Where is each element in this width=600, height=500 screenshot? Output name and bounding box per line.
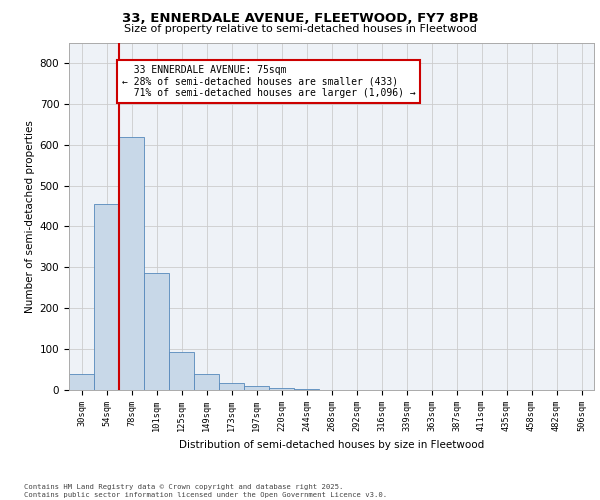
X-axis label: Distribution of semi-detached houses by size in Fleetwood: Distribution of semi-detached houses by … xyxy=(179,440,484,450)
Bar xyxy=(194,374,219,390)
Bar xyxy=(244,386,269,390)
Text: 33, ENNERDALE AVENUE, FLEETWOOD, FY7 8PB: 33, ENNERDALE AVENUE, FLEETWOOD, FY7 8PB xyxy=(122,12,478,26)
Text: Contains HM Land Registry data © Crown copyright and database right 2025.
Contai: Contains HM Land Registry data © Crown c… xyxy=(24,484,387,498)
Bar xyxy=(144,274,169,390)
Text: 33 ENNERDALE AVENUE: 75sqm
← 28% of semi-detached houses are smaller (433)
  71%: 33 ENNERDALE AVENUE: 75sqm ← 28% of semi… xyxy=(121,65,415,98)
Y-axis label: Number of semi-detached properties: Number of semi-detached properties xyxy=(25,120,35,312)
Bar xyxy=(219,382,244,390)
Bar xyxy=(294,389,319,390)
Bar xyxy=(94,204,119,390)
Bar xyxy=(269,388,294,390)
Text: Size of property relative to semi-detached houses in Fleetwood: Size of property relative to semi-detach… xyxy=(124,24,476,34)
Bar xyxy=(69,374,94,390)
Bar xyxy=(119,136,144,390)
Bar xyxy=(169,352,194,390)
